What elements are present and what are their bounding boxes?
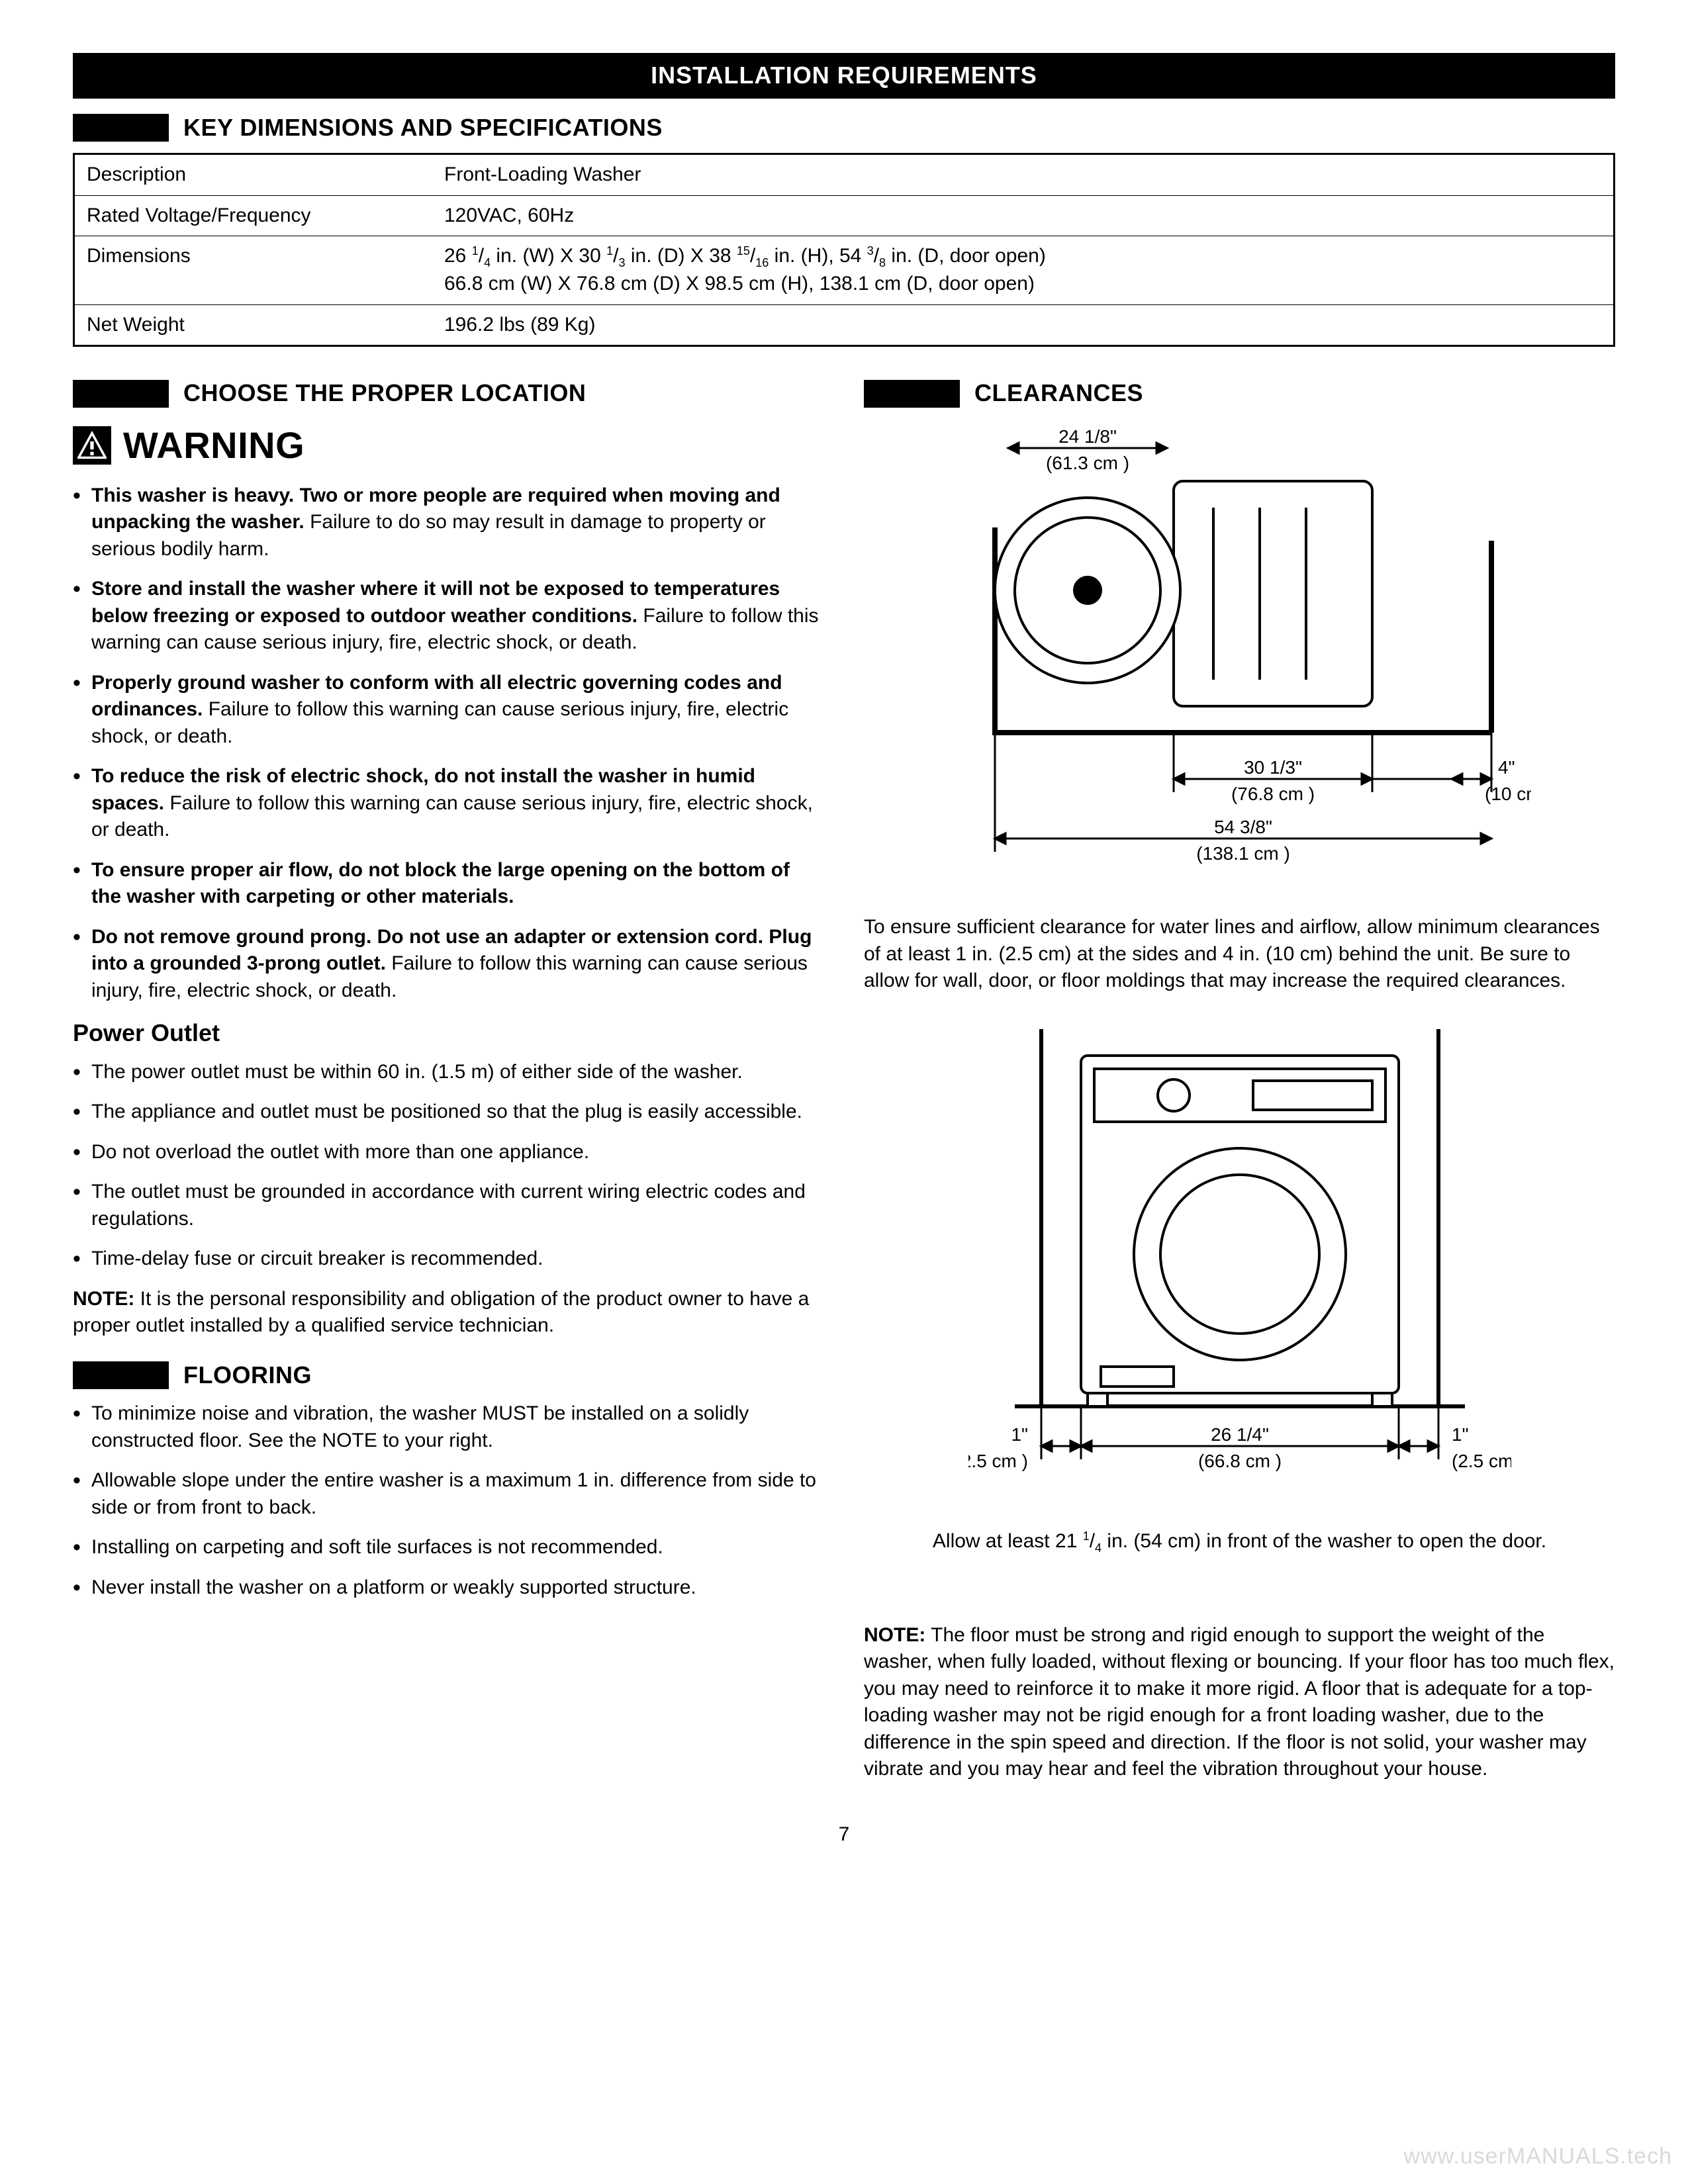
list-item: Store and install the washer where it wi…	[73, 576, 824, 657]
section-title: FLOORING	[183, 1359, 312, 1392]
list-item: The power outlet must be within 60 in. (…	[73, 1059, 824, 1086]
warning-icon	[73, 426, 111, 465]
flooring-list: To minimize noise and vibration, the was…	[73, 1400, 824, 1601]
list-item: The appliance and outlet must be positio…	[73, 1099, 824, 1126]
table-row: Rated Voltage/Frequency 120VAC, 60Hz	[75, 196, 1613, 237]
table-row: Description Front-Loading Washer	[75, 155, 1613, 196]
header-bar	[864, 380, 960, 408]
svg-text:54 3/8": 54 3/8"	[1214, 817, 1272, 837]
list-item: Never install the washer on a platform o…	[73, 1574, 824, 1602]
svg-text:30 1/3": 30 1/3"	[1244, 757, 1302, 778]
clearance-paragraph: To ensure sufficient clearance for water…	[864, 914, 1615, 995]
svg-text:26 1/4": 26 1/4"	[1211, 1424, 1269, 1445]
banner-title: INSTALLATION REQUIREMENTS	[73, 53, 1615, 99]
spec-value: 26 1/4 in. (W) X 30 1/3 in. (D) X 38 15/…	[444, 243, 1601, 298]
spec-label: Description	[87, 161, 444, 189]
list-item: To reduce the risk of electric shock, do…	[73, 763, 824, 844]
list-item: To minimize noise and vibration, the was…	[73, 1400, 824, 1454]
list-item: Installing on carpeting and soft tile su…	[73, 1534, 824, 1561]
header-bar	[73, 114, 169, 142]
list-item: To ensure proper air flow, do not block …	[73, 857, 824, 911]
table-row: Dimensions 26 1/4 in. (W) X 30 1/3 in. (…	[75, 236, 1613, 305]
power-note: NOTE: It is the personal responsibility …	[73, 1286, 824, 1340]
section-header-keydim: KEY DIMENSIONS AND SPECIFICATIONS	[73, 112, 1615, 144]
spec-value: Front-Loading Washer	[444, 161, 1601, 189]
spec-label: Net Weight	[87, 312, 444, 339]
spec-label: Rated Voltage/Frequency	[87, 203, 444, 230]
list-item: The outlet must be grounded in accordanc…	[73, 1179, 824, 1232]
list-item: Allowable slope under the entire washer …	[73, 1467, 824, 1521]
clearance-diagram-top: 24 1/8" (61.3 cm ) 30 1/3" (76.8 cm )	[864, 422, 1615, 898]
svg-text:1": 1"	[1011, 1424, 1028, 1445]
section-title: CLEARANCES	[974, 377, 1143, 410]
spec-table: Description Front-Loading Washer Rated V…	[73, 153, 1615, 347]
flooring-note: NOTE: The floor must be strong and rigid…	[864, 1622, 1615, 1783]
spec-label: Dimensions	[87, 243, 444, 298]
page-number: 7	[73, 1821, 1615, 1848]
header-bar	[73, 380, 169, 408]
svg-text:24 1/8": 24 1/8"	[1058, 426, 1117, 447]
header-bar	[73, 1361, 169, 1389]
list-item: Properly ground washer to conform with a…	[73, 670, 824, 751]
section-header-flooring: FLOORING	[73, 1359, 824, 1392]
svg-text:(10 cm ): (10 cm )	[1485, 784, 1531, 804]
section-title: CHOOSE THE PROPER LOCATION	[183, 377, 586, 410]
right-column: CLEARANCES	[864, 365, 1615, 1797]
clearance-diagram-front: 1" (2.5 cm ) 26 1/4" (66.8 cm )	[864, 1009, 1615, 1512]
warning-list: This washer is heavy. Two or more people…	[73, 482, 824, 1005]
section-header-clearances: CLEARANCES	[864, 377, 1615, 410]
spec-value: 196.2 lbs (89 Kg)	[444, 312, 1601, 339]
watermark: www.userMANUALS.tech	[1404, 2142, 1672, 2172]
spec-value: 120VAC, 60Hz	[444, 203, 1601, 230]
list-item: This washer is heavy. Two or more people…	[73, 482, 824, 563]
section-header-choose: CHOOSE THE PROPER LOCATION	[73, 377, 824, 410]
svg-text:(66.8 cm ): (66.8 cm )	[1197, 1451, 1281, 1471]
svg-text:(2.5 cm ): (2.5 cm )	[1452, 1451, 1511, 1471]
section-title: KEY DIMENSIONS AND SPECIFICATIONS	[183, 112, 663, 144]
power-list: The power outlet must be within 60 in. (…	[73, 1059, 824, 1273]
power-outlet-heading: Power Outlet	[73, 1017, 824, 1050]
list-item: Do not overload the outlet with more tha…	[73, 1139, 824, 1166]
list-item: Do not remove ground prong. Do not use a…	[73, 924, 824, 1005]
list-item: Time-delay fuse or circuit breaker is re…	[73, 1246, 824, 1273]
front-diagram-caption: Allow at least 21 1/4 in. (54 cm) in fro…	[864, 1528, 1615, 1556]
svg-text:4": 4"	[1498, 757, 1515, 778]
table-row: Net Weight 196.2 lbs (89 Kg)	[75, 305, 1613, 345]
warning-header: WARNING	[73, 420, 824, 471]
left-column: CHOOSE THE PROPER LOCATION WARNING This …	[73, 365, 824, 1797]
svg-text:(2.5 cm ): (2.5 cm )	[968, 1451, 1028, 1471]
svg-text:1": 1"	[1452, 1424, 1469, 1445]
svg-text:(76.8 cm ): (76.8 cm )	[1231, 784, 1314, 804]
warning-label: WARNING	[123, 420, 305, 471]
svg-text:(138.1 cm ): (138.1 cm )	[1196, 843, 1290, 864]
svg-text:(61.3 cm ): (61.3 cm )	[1045, 453, 1129, 473]
